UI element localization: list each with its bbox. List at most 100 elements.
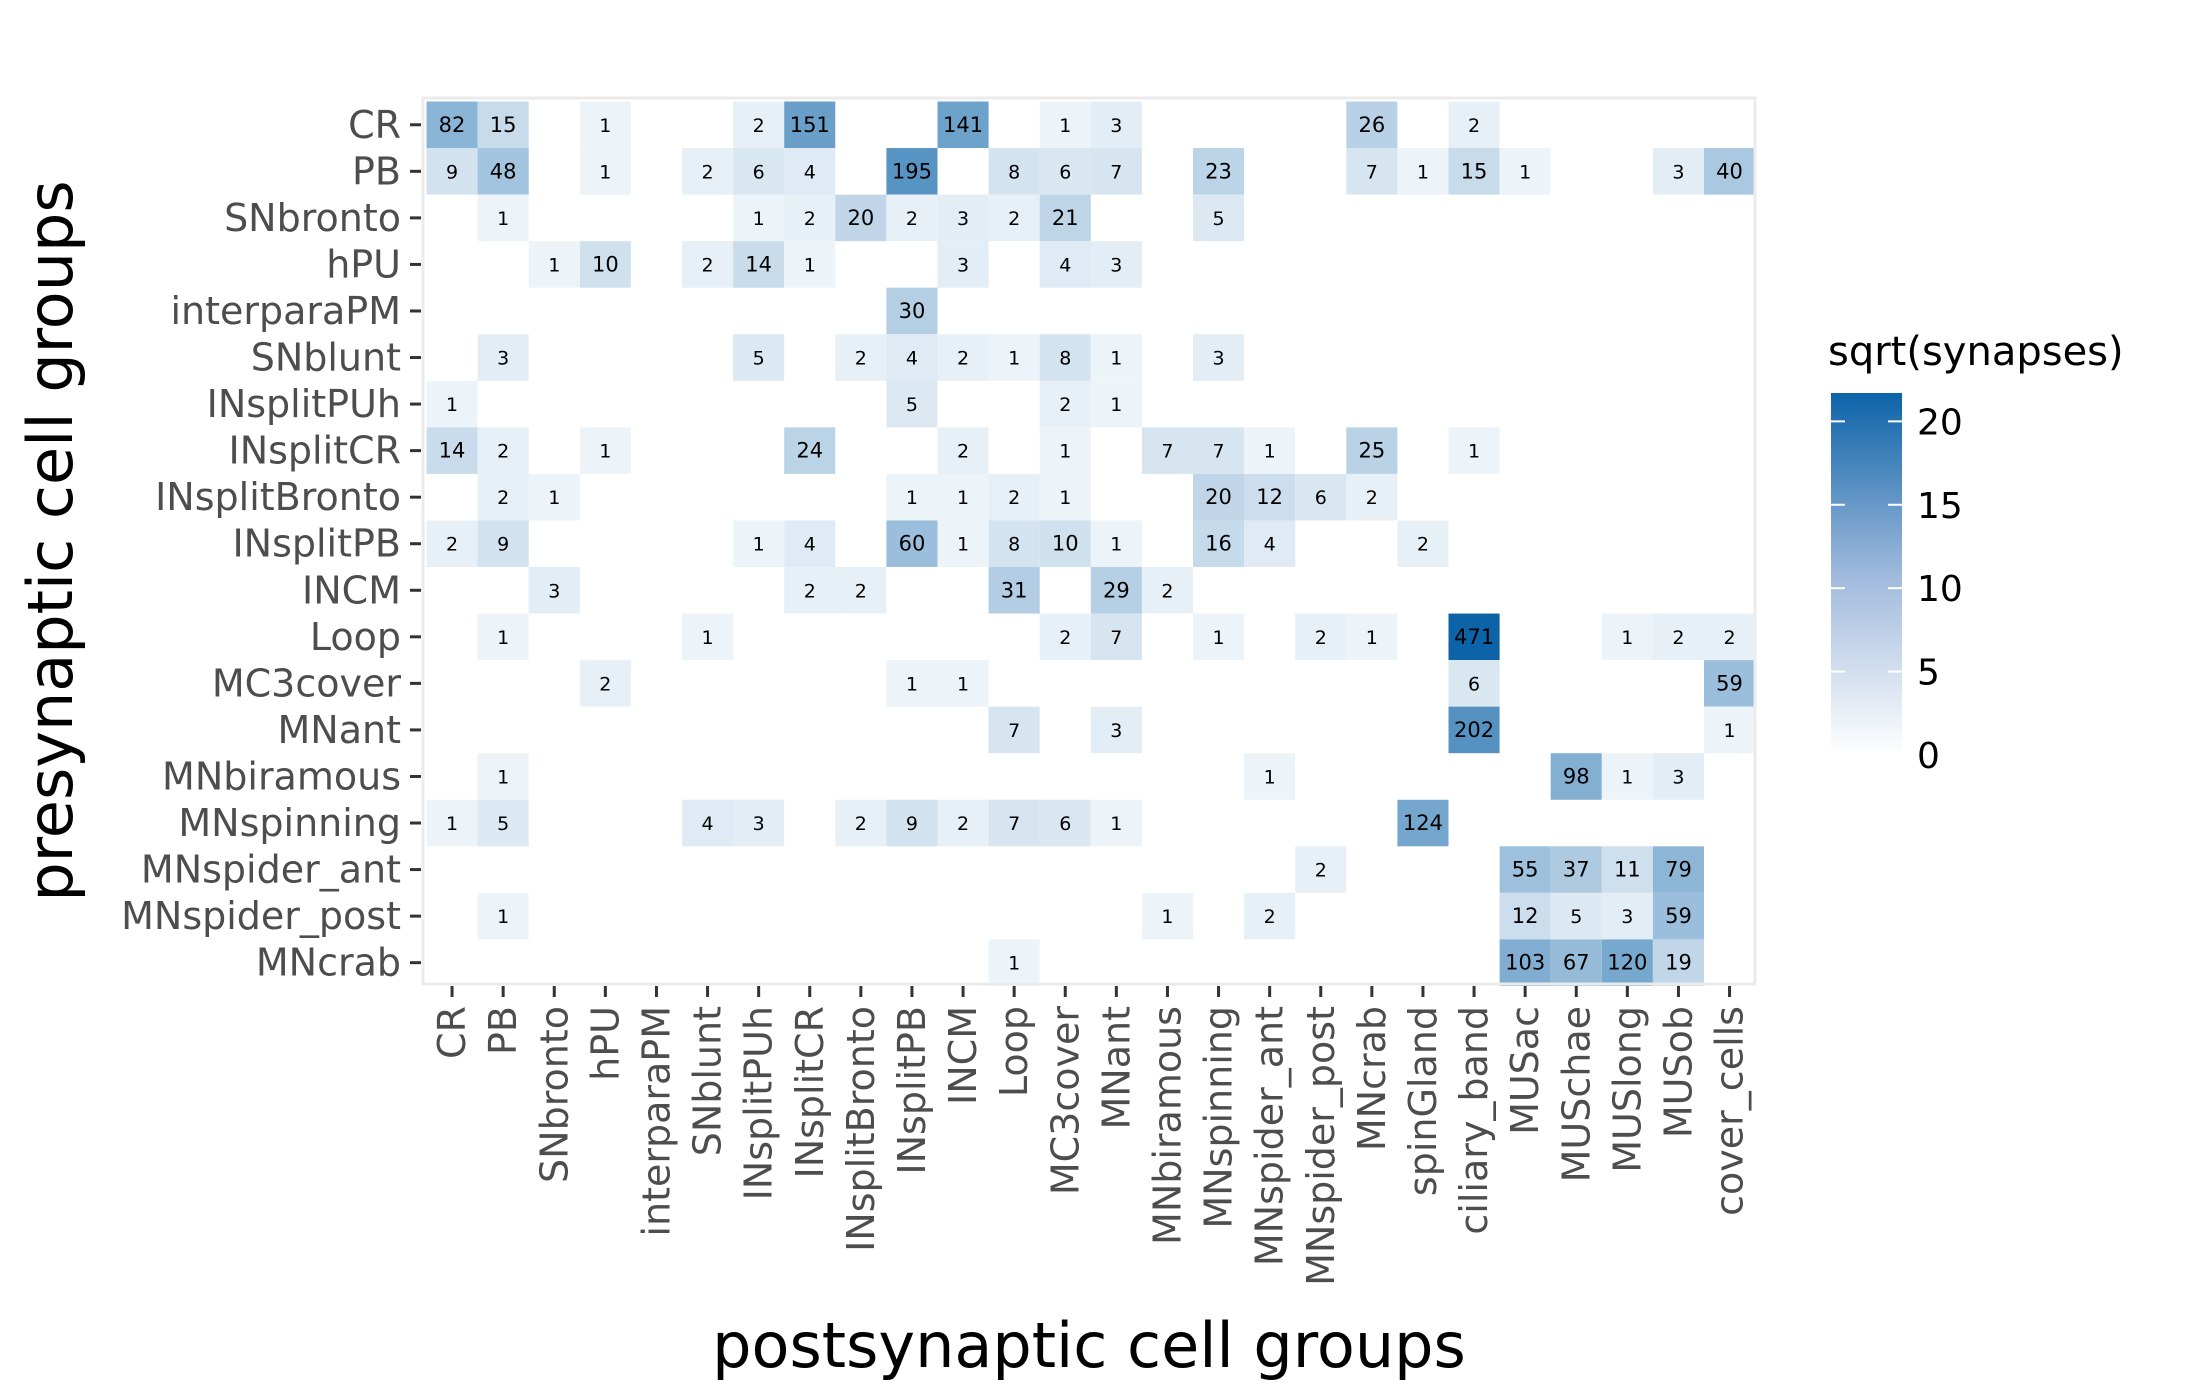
cell-value-label: 2 [702, 161, 714, 183]
cell-value-label: 5 [753, 348, 765, 370]
cell-value-label: 5 [1570, 906, 1582, 928]
heatmap-cell [784, 241, 836, 288]
cell-value-label: 12 [1256, 485, 1283, 509]
heatmap-cell [1193, 148, 1245, 195]
heatmap-cell [1141, 892, 1193, 940]
heatmap-cell [1448, 706, 1500, 754]
cell-value-label: 3 [1110, 115, 1122, 137]
x-tick-label: MNspider_post [1299, 1006, 1343, 1286]
cell-value-label: 8 [1008, 161, 1020, 183]
y-tick-label: MNspinning [178, 801, 401, 845]
cell-value-label: 2 [957, 813, 969, 835]
cell-value-label: 60 [899, 532, 926, 556]
cell-value-label: 7 [1366, 161, 1378, 183]
heatmap-cell [784, 520, 836, 567]
heatmap-cell [1039, 520, 1091, 567]
heatmap-cell [1601, 846, 1653, 893]
cell-value-label: 4 [804, 534, 816, 556]
heatmap-cell [886, 148, 938, 195]
heatmap-cell [1039, 427, 1091, 474]
cell-value-label: 1 [446, 394, 458, 416]
heatmap-cell [733, 799, 785, 847]
heatmap-cell [426, 380, 478, 428]
cell-value-label: 1 [1417, 161, 1429, 183]
heatmap-cell [835, 567, 887, 614]
heatmap-cell [682, 799, 734, 847]
y-axis-title: presynaptic cell groups [14, 180, 87, 901]
heatmap-cell [1704, 706, 1756, 754]
color-legend: sqrt(synapses) 0 5 10 15 20 [1828, 329, 2124, 777]
cell-value-label: 1 [1059, 441, 1071, 463]
cell-value-label: 1 [1366, 627, 1378, 649]
cell-value-label: 4 [702, 813, 714, 835]
cell-value-label: 2 [1264, 906, 1276, 928]
heatmap-cell [426, 427, 478, 474]
cell-value-label: 7 [1213, 441, 1225, 463]
cell-value-label: 25 [1358, 439, 1385, 463]
heatmap-cell [1448, 613, 1500, 661]
cell-value-label: 29 [1103, 578, 1130, 602]
heatmap-cells: 82 15 1 2 151 141 1 3 26 29 48 1 2 6 4 195 8 6 7 23 7 1 15 1 3 40… [426, 101, 1756, 986]
cell-value-label: 2 [1672, 627, 1684, 649]
y-tick-label: INsplitBronto [155, 475, 401, 519]
heatmap-cell [1244, 473, 1296, 521]
cell-value-label: 1 [1213, 627, 1225, 649]
cell-value-label: 1 [1110, 813, 1122, 835]
cell-value-label: 1 [1110, 534, 1122, 556]
heatmap-cell [1601, 939, 1653, 986]
cell-value-label: 1 [497, 766, 509, 788]
y-tick-label: interparaPM [170, 289, 401, 333]
cell-value-label: 3 [1672, 766, 1684, 788]
x-tick-label: SNblunt [686, 1006, 730, 1156]
cell-value-label: 1 [702, 627, 714, 649]
cell-value-label: 1 [753, 534, 765, 556]
heatmap-cell [886, 799, 938, 847]
cell-value-label: 40 [1716, 159, 1743, 183]
heatmap-cell [1550, 892, 1602, 940]
cell-value-label: 2 [957, 441, 969, 463]
cell-value-label: 5 [906, 394, 918, 416]
heatmap-cell [682, 241, 734, 288]
heatmap-cell [682, 613, 734, 661]
heatmap-cell [1397, 148, 1449, 195]
x-tick-label: MNbiramous [1145, 1006, 1189, 1245]
heatmap-cell [579, 241, 631, 288]
heatmap-cell [937, 799, 989, 847]
heatmap-cell [937, 473, 989, 521]
heatmap-cell [1499, 939, 1551, 986]
cell-value-label: 2 [957, 348, 969, 370]
cell-value-label: 3 [1621, 906, 1633, 928]
heatmap-cell [1295, 473, 1347, 521]
cell-value-label: 6 [1059, 161, 1071, 183]
heatmap-cell [1448, 427, 1500, 474]
cell-value-label: 4 [1264, 534, 1276, 556]
heatmap-cell [426, 148, 478, 195]
cell-value-label: 4 [1059, 254, 1071, 276]
y-tick-label: MNcrab [256, 941, 401, 985]
heatmap-cell [784, 194, 836, 242]
y-tick-label: SNbronto [224, 196, 401, 240]
cell-value-label: 124 [1403, 811, 1443, 835]
cell-value-label: 9 [906, 813, 918, 835]
heatmap-cell [1550, 846, 1602, 893]
cell-value-label: 195 [892, 159, 932, 183]
x-tick-label: MNcrab [1350, 1006, 1394, 1151]
heatmap-cell [733, 101, 785, 149]
heatmap-cell [1193, 613, 1245, 661]
cell-value-label: 141 [943, 113, 983, 137]
heatmap-cell [528, 473, 580, 521]
cell-value-label: 2 [1315, 627, 1327, 649]
heatmap-cell [1193, 334, 1245, 381]
heatmap-cell [1346, 427, 1398, 474]
legend-ticks: 0 5 10 15 20 [1831, 402, 1963, 777]
heatmap-cell [988, 567, 1040, 614]
heatmap-cell [733, 241, 785, 288]
cell-value-label: 1 [957, 534, 969, 556]
cell-value-label: 59 [1716, 671, 1743, 695]
cell-value-label: 3 [957, 254, 969, 276]
cell-value-label: 1 [497, 208, 509, 230]
cell-value-label: 7 [1110, 627, 1122, 649]
heatmap-cell [1550, 939, 1602, 986]
heatmap-cell [988, 148, 1040, 195]
